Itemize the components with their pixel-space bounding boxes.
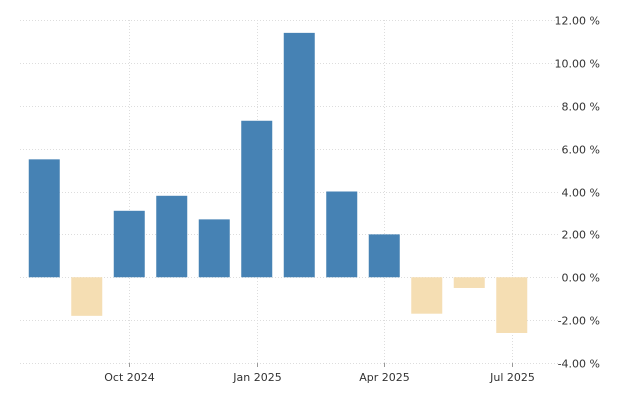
y-axis-ticks: -4.00 % -2.00 % 0.00 % 2.00 % 4.00 % 6.00 % 8.… (555, 15, 600, 371)
x-tick-label: Jan 2025 (232, 371, 281, 384)
y-tick-label: 2.00 % (562, 229, 600, 242)
bar-may-2025 (411, 277, 443, 314)
y-tick-label: -4.00 % (558, 358, 600, 371)
x-tick-label: Oct 2024 (104, 371, 155, 384)
bar-mar-2025 (326, 191, 358, 278)
x-axis-ticks: Oct 2024 Jan 2025 Apr 2025 Jul 2025 (104, 371, 535, 384)
bar-oct-2024 (113, 210, 145, 278)
bar-series (28, 32, 528, 333)
bar-jun-2025 (453, 277, 485, 288)
y-tick-label: 12.00 % (555, 15, 600, 28)
bar-dec-2024 (198, 219, 230, 278)
bar-nov-2024 (156, 195, 188, 278)
y-tick-label: 6.00 % (562, 144, 600, 157)
y-tick-label: 8.00 % (562, 101, 600, 114)
y-tick-label: 4.00 % (562, 187, 600, 200)
y-tick-label: 0.00 % (562, 272, 600, 285)
x-tick-label: Jul 2025 (489, 371, 535, 384)
bar-feb-2025 (283, 32, 315, 278)
y-tick-label: -2.00 % (558, 315, 600, 328)
y-tick-label: 10.00 % (555, 58, 600, 71)
bar-sep-2024 (71, 277, 103, 316)
bar-jan-2025 (241, 120, 273, 278)
bar-jul-2025 (496, 277, 528, 333)
bar-apr-2025 (368, 234, 400, 278)
bar-aug-2024 (28, 159, 60, 278)
x-tick-label: Apr 2025 (359, 371, 410, 384)
